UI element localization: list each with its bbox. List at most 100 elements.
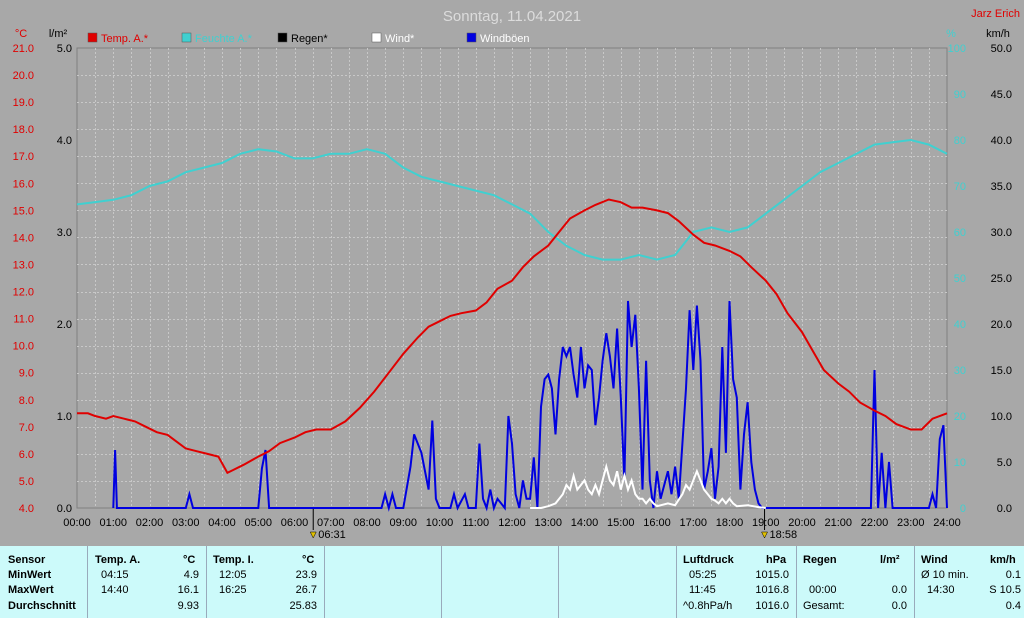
x-tick-label: 22:00 bbox=[861, 517, 889, 529]
legend-temp: Temp. A.* bbox=[101, 33, 149, 45]
legend-rain: Regen* bbox=[291, 33, 328, 45]
pressure-header: Luftdruck bbox=[683, 554, 734, 566]
sensor-header: Sensor bbox=[8, 554, 46, 566]
x-tick-label: 08:00 bbox=[353, 517, 381, 529]
temp-tick-label: 15.0 bbox=[13, 205, 34, 217]
x-tick-label: 04:00 bbox=[208, 517, 236, 529]
wind-avg10-label: Ø 10 min. bbox=[921, 569, 969, 581]
temp-tick-label: 7.0 bbox=[19, 422, 34, 434]
x-tick-label: 21:00 bbox=[824, 517, 852, 529]
x-tick-label: 11:00 bbox=[462, 517, 489, 529]
humidity-tick-label: 80 bbox=[954, 135, 966, 147]
temp-tick-label: 13.0 bbox=[13, 259, 34, 271]
x-tick-label: 03:00 bbox=[172, 517, 200, 529]
pressure-avg-value: 1016.0 bbox=[755, 600, 789, 612]
series-wind-line bbox=[530, 462, 766, 509]
x-tick-label: 02:00 bbox=[136, 517, 164, 529]
temp-tick-label: 10.0 bbox=[13, 341, 34, 353]
legend-humidity-swatch bbox=[181, 32, 192, 43]
temp-tick-label: 16.0 bbox=[13, 178, 34, 190]
x-tick-label: 16:00 bbox=[643, 517, 671, 529]
x-tick-label: 01:00 bbox=[99, 517, 127, 529]
humidity-tick-label: 50 bbox=[954, 273, 966, 285]
rain-tick-label: 1.0 bbox=[57, 411, 72, 423]
temp-tick-label: 18.0 bbox=[13, 124, 34, 136]
x-tick-label: 23:00 bbox=[897, 517, 925, 529]
wind-max-value: S 10.5 bbox=[989, 584, 1021, 596]
rain-total-label: Gesamt: bbox=[803, 600, 845, 612]
wind-tick-label: 50.0 bbox=[991, 43, 1012, 55]
sunset-label: 18:58 bbox=[770, 529, 798, 541]
wind-tick-label: 40.0 bbox=[991, 135, 1012, 147]
humidity-tick-label: 60 bbox=[954, 227, 966, 239]
sunset-icon bbox=[761, 531, 768, 539]
temp-tick-label: 14.0 bbox=[13, 232, 34, 244]
temp-tick-label: 17.0 bbox=[13, 151, 34, 163]
wind-avg10-value: 0.1 bbox=[1005, 569, 1021, 581]
x-tick-label: 10:00 bbox=[426, 517, 454, 529]
temp-tick-label: 9.0 bbox=[19, 368, 34, 380]
wind-tick-label: 15.0 bbox=[991, 365, 1012, 377]
wind-tick-label: 20.0 bbox=[991, 319, 1012, 331]
x-tick-label: 14:00 bbox=[571, 517, 599, 529]
pressure-trend: ^0.8hPa/h bbox=[683, 600, 733, 612]
x-tick-label: 07:00 bbox=[317, 517, 345, 529]
x-tick-label: 20:00 bbox=[788, 517, 816, 529]
wind-header: Wind bbox=[921, 554, 948, 566]
pressure-max-value: 1016.8 bbox=[755, 584, 789, 596]
sunrise-label: 06:31 bbox=[318, 529, 346, 541]
humidity-tick-label: 0 bbox=[960, 503, 966, 515]
temp-tick-label: 6.0 bbox=[19, 449, 34, 461]
x-tick-label: 13:00 bbox=[534, 517, 562, 529]
wind-tick-label: 0.0 bbox=[997, 503, 1012, 515]
temp-a-min-value: 4.9 bbox=[183, 569, 199, 581]
x-tick-label: 15:00 bbox=[607, 517, 635, 529]
pressure-min-value: 1015.0 bbox=[755, 569, 789, 581]
wind-tick-label: 45.0 bbox=[991, 89, 1012, 101]
temp-a-max-value: 16.1 bbox=[177, 584, 199, 596]
temp-tick-label: 4.0 bbox=[19, 503, 34, 515]
legend-wind-swatch bbox=[371, 32, 382, 43]
temp-tick-label: 12.0 bbox=[13, 287, 34, 299]
pressure-unit: hPa bbox=[766, 554, 787, 566]
temp-i-max-value: 26.7 bbox=[295, 584, 317, 596]
rain-max-value: 0.0 bbox=[891, 584, 907, 596]
x-tick-label: 00:00 bbox=[63, 517, 91, 529]
author-label: Jarz Erich bbox=[971, 8, 1020, 20]
legend-rain-swatch bbox=[277, 32, 288, 43]
humidity-tick-label: 30 bbox=[954, 365, 966, 377]
x-tick-label: 24:00 bbox=[933, 517, 961, 529]
wind-avg-value: 0.4 bbox=[1005, 600, 1021, 612]
rain-tick-label: 4.0 bbox=[57, 135, 72, 147]
temp-tick-label: 20.0 bbox=[13, 70, 34, 82]
wind-max-time: 14:30 bbox=[927, 584, 955, 596]
rain-tick-label: 2.0 bbox=[57, 319, 72, 331]
series-humidity-line bbox=[76, 138, 948, 261]
legend-gusts: Windböen bbox=[480, 33, 530, 45]
row-avg-label: Durchschnitt bbox=[8, 600, 76, 612]
temp-i-max-time: 16:25 bbox=[219, 584, 247, 596]
humidity-tick-label: 70 bbox=[954, 181, 966, 193]
temp-a-header: Temp. A. bbox=[95, 554, 141, 566]
rain-unit: l/m² bbox=[49, 28, 68, 40]
temp-unit: °C bbox=[15, 28, 27, 40]
legend-humidity: Feuchte A.* bbox=[195, 33, 253, 45]
wind-unit: km/h bbox=[990, 554, 1016, 566]
humidity-tick-label: 20 bbox=[954, 411, 966, 423]
series-temp-line bbox=[77, 198, 948, 475]
wind-tick-label: 10.0 bbox=[991, 411, 1012, 423]
temp-i-min-value: 23.9 bbox=[295, 569, 317, 581]
legend-temp-swatch bbox=[87, 32, 98, 43]
humidity-tick-label: 10 bbox=[954, 457, 966, 469]
humidity-tick-label: 100 bbox=[948, 43, 966, 55]
temp-a-unit: °C bbox=[183, 554, 196, 566]
x-tick-label: 17:00 bbox=[679, 517, 707, 529]
x-tick-label: 05:00 bbox=[244, 517, 272, 529]
rain-tick-label: 3.0 bbox=[57, 227, 72, 239]
x-tick-label: 19:00 bbox=[752, 517, 780, 529]
legend-gusts-swatch bbox=[466, 32, 477, 43]
rain-total-value: 0.0 bbox=[891, 600, 907, 612]
rain-tick-label: 5.0 bbox=[57, 43, 72, 55]
rain-unit: l/m² bbox=[880, 554, 900, 566]
pressure-max-time: 11:45 bbox=[689, 584, 716, 596]
